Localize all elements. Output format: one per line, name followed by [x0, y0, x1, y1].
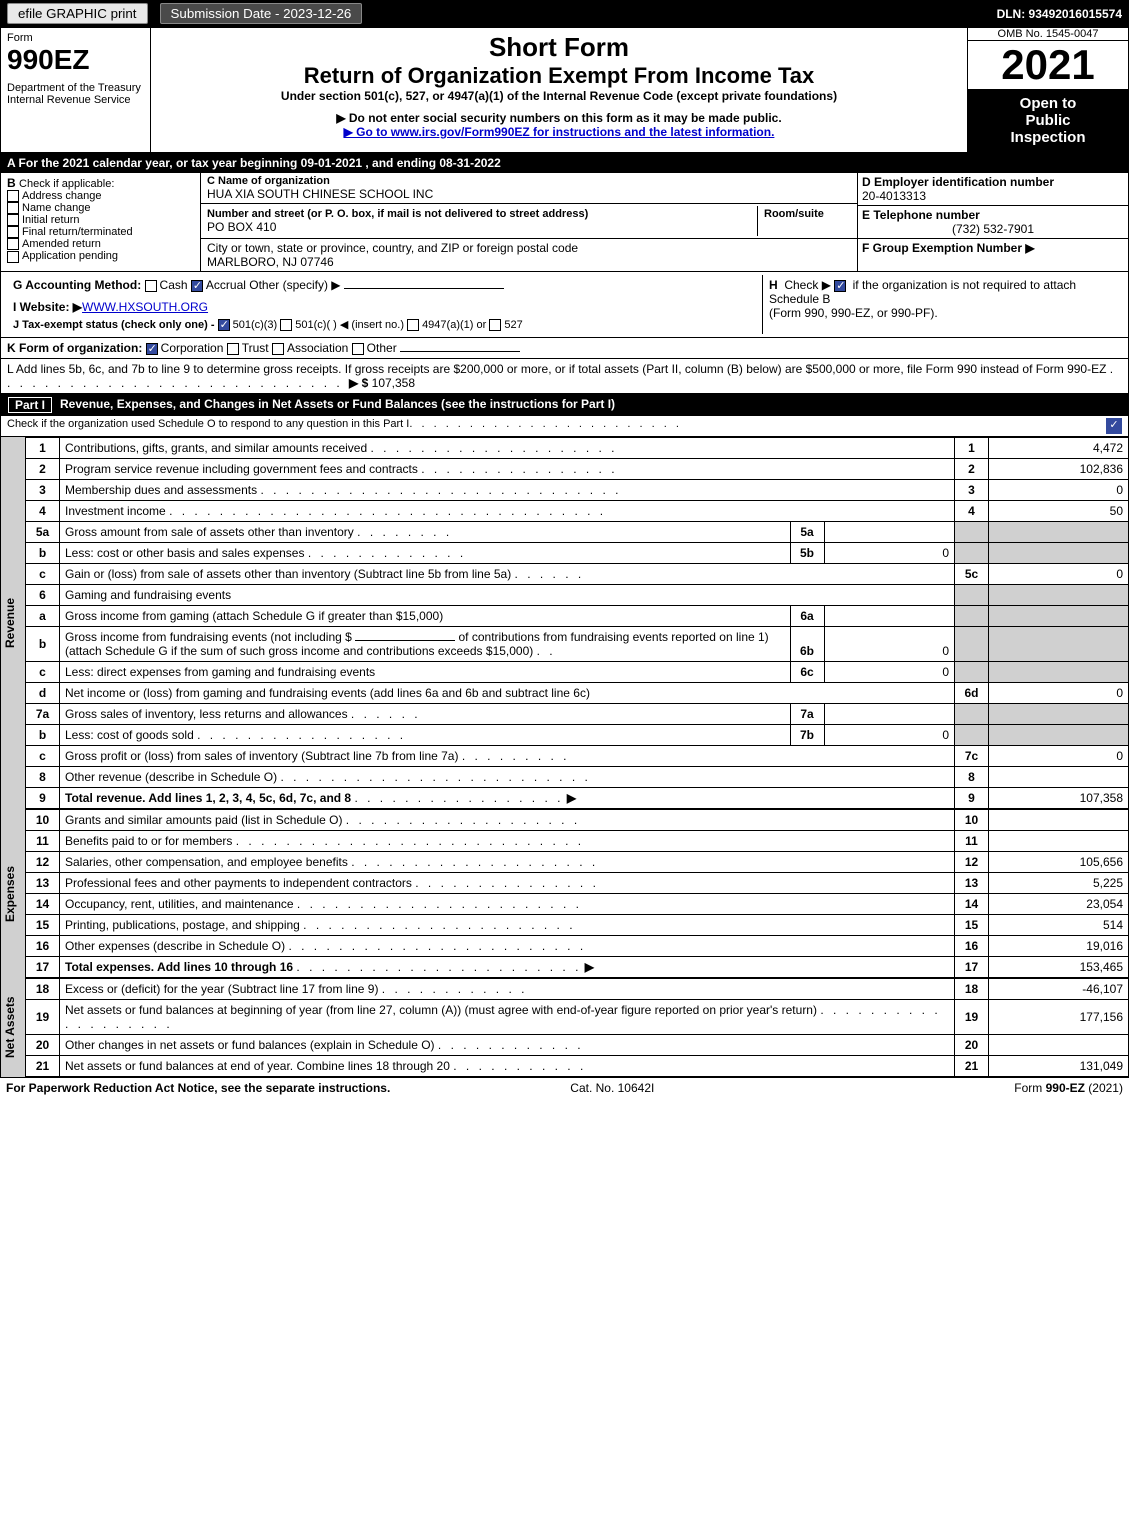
- val-2: 102,836: [989, 459, 1129, 480]
- top-bar: efile GRAPHIC print Submission Date - 20…: [0, 0, 1129, 27]
- chk-schedule-o-part1[interactable]: ✓: [1106, 418, 1122, 434]
- c-street-label: Number and street (or P. O. box, if mail…: [207, 208, 751, 220]
- website-link[interactable]: WWW.HXSOUTH.ORG: [82, 300, 208, 314]
- val-15: 514: [989, 915, 1129, 936]
- submission-date-button[interactable]: Submission Date - 2023-12-26: [160, 3, 363, 24]
- row-a-period: A For the 2021 calendar year, or tax yea…: [0, 153, 1129, 173]
- c-name-label: C Name of organization: [207, 175, 851, 187]
- row-k: K Form of organization: Corporation Trus…: [0, 338, 1129, 359]
- room-suite-label: Room/suite: [764, 208, 851, 220]
- org-name: HUA XIA SOUTH CHINESE SCHOOL INC: [207, 187, 851, 201]
- val-4: 50: [989, 501, 1129, 522]
- short-form-title: Short Form: [157, 32, 961, 63]
- chk-accrual[interactable]: [191, 280, 203, 292]
- chk-application-pending[interactable]: Application pending: [7, 250, 194, 262]
- open-to-public: Open to Public Inspection: [968, 89, 1128, 152]
- e-phone-value: (732) 532-7901: [862, 222, 1124, 236]
- revenue-tab: Revenue: [1, 437, 25, 809]
- val-7b: 0: [824, 725, 954, 745]
- irs-label: Internal Revenue Service: [7, 94, 144, 106]
- chk-name-change[interactable]: Name change: [7, 202, 194, 214]
- val-6d: 0: [989, 683, 1129, 704]
- omb-number: OMB No. 1545-0047: [968, 28, 1128, 41]
- form-header: Form 990EZ Department of the Treasury In…: [0, 27, 1129, 153]
- form-number: 990EZ: [7, 44, 144, 76]
- expenses-tab: Expenses: [1, 809, 25, 978]
- val-18: -46,107: [989, 979, 1129, 1000]
- val-19: 177,156: [989, 1000, 1129, 1035]
- val-3: 0: [989, 480, 1129, 501]
- val-5b: 0: [824, 543, 954, 563]
- chk-amended-return[interactable]: Amended return: [7, 238, 194, 250]
- val-1: 4,472: [989, 438, 1129, 459]
- row-l: L Add lines 5b, 6c, and 7b to line 9 to …: [0, 359, 1129, 394]
- chk-final-return[interactable]: Final return/terminated: [7, 226, 194, 238]
- val-13: 5,225: [989, 873, 1129, 894]
- form-word: Form: [7, 32, 144, 44]
- subtitle: Under section 501(c), 527, or 4947(a)(1)…: [157, 89, 961, 103]
- chk-trust[interactable]: [227, 343, 239, 355]
- val-16: 19,016: [989, 936, 1129, 957]
- org-city: MARLBORO, NJ 07746: [207, 255, 851, 269]
- d-ein-label: D Employer identification number: [862, 175, 1054, 189]
- dept-label: Department of the Treasury: [7, 82, 144, 94]
- f-group-label: F Group Exemption Number ▶: [862, 241, 1035, 255]
- efile-print-button[interactable]: efile GRAPHIC print: [7, 3, 148, 24]
- dln-label: DLN: 93492016015574: [991, 5, 1128, 23]
- val-7c: 0: [989, 746, 1129, 767]
- part1-header: Part I Revenue, Expenses, and Changes in…: [0, 394, 1129, 416]
- val-9: 107,358: [989, 788, 1129, 809]
- org-street: PO BOX 410: [207, 220, 751, 234]
- chk-501c[interactable]: [280, 319, 292, 331]
- val-21: 131,049: [989, 1056, 1129, 1077]
- c-city-label: City or town, state or province, country…: [207, 241, 851, 255]
- main-title: Return of Organization Exempt From Incom…: [157, 63, 961, 89]
- chk-4947[interactable]: [407, 319, 419, 331]
- part1-schedo-row: Check if the organization used Schedule …: [0, 416, 1129, 437]
- page-footer: For Paperwork Reduction Act Notice, see …: [0, 1077, 1129, 1098]
- tax-year: 2021: [968, 41, 1128, 89]
- goto-link[interactable]: ▶ Go to www.irs.gov/Form990EZ for instru…: [157, 125, 961, 139]
- val-12: 105,656: [989, 852, 1129, 873]
- ssn-warning: ▶ Do not enter social security numbers o…: [157, 111, 961, 125]
- l-gross-receipts: 107,358: [372, 376, 415, 390]
- val-5c: 0: [989, 564, 1129, 585]
- chk-association[interactable]: [272, 343, 284, 355]
- chk-527[interactable]: [489, 319, 501, 331]
- netassets-tab: Net Assets: [1, 978, 25, 1077]
- chk-corporation[interactable]: [146, 343, 158, 355]
- val-14: 23,054: [989, 894, 1129, 915]
- chk-cash[interactable]: [145, 280, 157, 292]
- chk-h-schedule-b[interactable]: [834, 280, 846, 292]
- chk-initial-return[interactable]: Initial return: [7, 214, 194, 226]
- chk-501c3[interactable]: [218, 319, 230, 331]
- cat-no: Cat. No. 10642I: [570, 1081, 654, 1095]
- revenue-block: Revenue 1Contributions, gifts, grants, a…: [0, 437, 1129, 809]
- val-6c: 0: [824, 662, 954, 682]
- chk-address-change[interactable]: Address change: [7, 190, 194, 202]
- paperwork-notice: For Paperwork Reduction Act Notice, see …: [6, 1081, 390, 1095]
- d-ein-value: 20-4013313: [862, 189, 926, 203]
- expenses-block: Expenses 10Grants and similar amounts pa…: [0, 809, 1129, 978]
- val-20: [989, 1035, 1129, 1056]
- section-gh: G Accounting Method: Cash Accrual Other …: [0, 271, 1129, 338]
- val-11: [989, 831, 1129, 852]
- netassets-block: Net Assets 18Excess or (deficit) for the…: [0, 978, 1129, 1077]
- section-bcdef: B Check if applicable: Address change Na…: [0, 173, 1129, 271]
- e-phone-label: E Telephone number: [862, 208, 980, 222]
- val-17: 153,465: [989, 957, 1129, 978]
- val-8: [989, 767, 1129, 788]
- chk-other-org[interactable]: [352, 343, 364, 355]
- val-10: [989, 810, 1129, 831]
- val-6b: 0: [824, 627, 954, 661]
